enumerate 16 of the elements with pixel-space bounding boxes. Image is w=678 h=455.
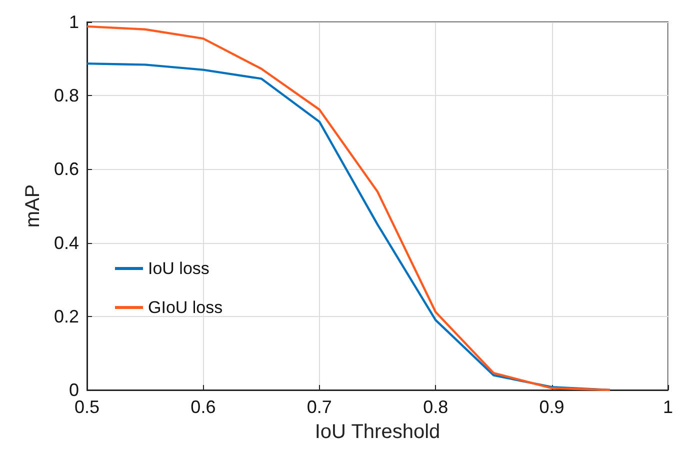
x-tick-label: 0.8 [423,397,448,417]
y-tick-label: 0 [68,380,79,400]
y-tick-label: 0.4 [54,232,79,253]
y-tick-label: 0.6 [54,159,79,180]
y-tick-label: 0.2 [54,306,79,326]
x-tick-label: 0.9 [539,397,564,417]
legend-label: GIoU loss [148,298,223,317]
legend-label: IoU loss [148,259,210,278]
x-tick-label: 1 [662,397,674,417]
y-tick-label: 0.8 [54,86,79,106]
x-tick-label: 0.5 [74,397,100,417]
x-tick-label: 0.7 [306,397,332,417]
x-tick-label: 0.6 [190,397,216,417]
y-tick-label: 1 [68,12,79,32]
x-axis-title: IoU Threshold [314,421,440,443]
y-axis-title: mAP [22,184,44,228]
